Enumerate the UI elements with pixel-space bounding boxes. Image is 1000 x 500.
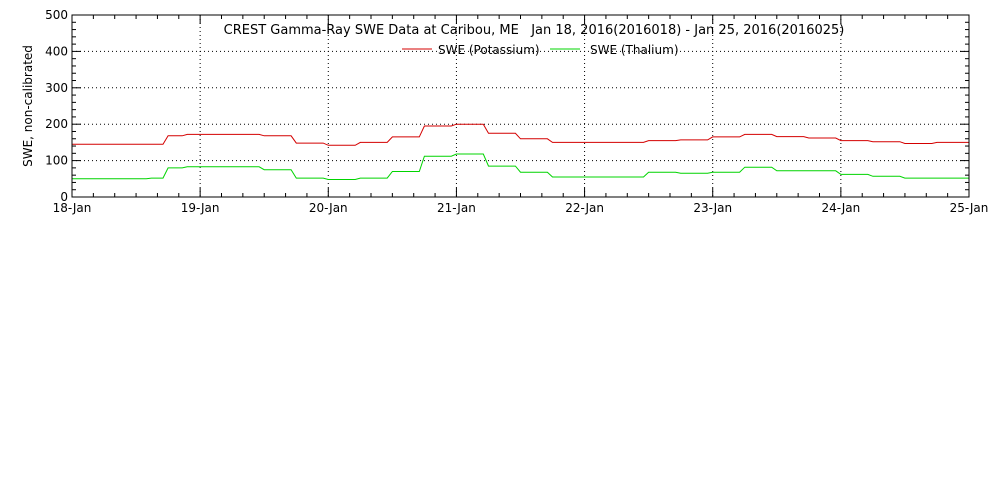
axis-layer: 0 100 200 300 400 500 18-Jan 19-Jan 20-Jan 21-Jan… — [45, 8, 988, 215]
x-tick-label: 24-Jan — [821, 201, 860, 215]
series-line-potassium — [72, 123, 969, 146]
x-tick-label: 19-Jan — [181, 201, 220, 215]
x-tick-label: 25-Jan — [950, 201, 989, 215]
x-tick-label: 21-Jan — [437, 201, 476, 215]
x-tick-label: 18-Jan — [53, 201, 92, 215]
legend: SWE (Potassium) SWE (Thalium) — [402, 43, 679, 57]
y-tick-label: 100 — [45, 154, 68, 168]
y-tick-label: 300 — [45, 81, 68, 95]
x-tick-label: 22-Jan — [565, 201, 604, 215]
y-tick-label: 400 — [45, 44, 68, 58]
series-line-thalium — [72, 153, 969, 180]
legend-label-thalium: SWE (Thalium) — [590, 43, 679, 57]
x-tick-label: 20-Jan — [309, 201, 348, 215]
chart-title: CREST Gamma-Ray SWE Data at Caribou, ME … — [224, 23, 845, 38]
series-layer — [72, 123, 969, 180]
x-tick-label: 23-Jan — [693, 201, 732, 215]
legend-label-potassium: SWE (Potassium) — [438, 43, 540, 57]
grid-layer — [72, 15, 969, 197]
y-tick-label: 500 — [45, 8, 68, 22]
y-tick-label: 200 — [45, 117, 68, 131]
y-tick-label: 0 — [60, 190, 68, 204]
y-axis-label: SWE, non-calibrated — [21, 45, 35, 167]
